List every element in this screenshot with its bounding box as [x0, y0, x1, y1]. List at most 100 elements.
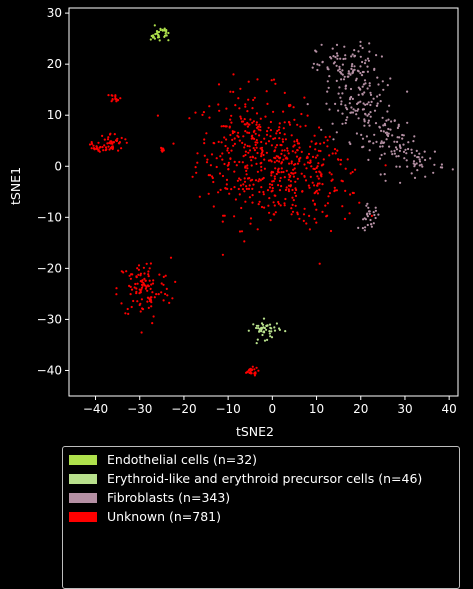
data-point: [348, 102, 351, 105]
data-point: [137, 273, 140, 276]
data-point: [418, 158, 421, 161]
data-point: [234, 104, 237, 107]
data-point: [130, 305, 133, 309]
data-point: [433, 163, 436, 166]
data-point: [145, 262, 148, 265]
data-point: [351, 53, 354, 56]
data-point: [114, 98, 117, 101]
data-point: [153, 24, 156, 27]
data-point: [196, 152, 199, 155]
data-point: [162, 299, 165, 302]
data-point: [255, 112, 259, 115]
data-point: [284, 188, 288, 191]
data-point: [265, 90, 268, 93]
data-point: [284, 197, 287, 201]
data-point: [406, 121, 409, 124]
data-point: [139, 272, 142, 275]
data-point: [144, 287, 147, 290]
x-axis-label: tSNE2: [236, 424, 274, 439]
data-point: [145, 285, 148, 289]
data-point: [282, 127, 285, 130]
data-point: [299, 125, 302, 128]
data-point: [294, 204, 297, 207]
data-point: [361, 60, 364, 64]
data-point: [102, 149, 105, 152]
data-point: [313, 203, 316, 206]
data-point: [259, 129, 262, 132]
data-point: [125, 270, 128, 273]
data-point: [255, 146, 258, 149]
data-point: [364, 218, 367, 221]
data-point: [259, 125, 262, 129]
data-point: [248, 149, 252, 152]
data-point: [253, 137, 256, 140]
data-point: [270, 160, 273, 163]
data-point: [243, 146, 246, 149]
data-point: [246, 177, 250, 180]
data-point: [142, 281, 145, 284]
data-point: [316, 182, 320, 185]
data-point: [402, 143, 405, 146]
data-point: [95, 145, 98, 148]
data-point: [260, 155, 263, 158]
data-point: [287, 104, 291, 107]
data-point: [266, 338, 269, 341]
data-point: [147, 273, 150, 276]
data-point: [413, 154, 416, 157]
data-point: [274, 167, 277, 170]
data-point: [219, 155, 222, 158]
data-point: [232, 73, 235, 76]
data-point: [298, 160, 301, 163]
data-point: [328, 135, 331, 138]
data-point: [250, 137, 253, 140]
data-point: [243, 190, 246, 193]
data-point: [242, 155, 245, 158]
data-point: [312, 62, 315, 65]
data-point: [227, 168, 230, 171]
data-point: [282, 158, 285, 161]
data-point: [410, 148, 413, 151]
data-point: [267, 140, 271, 143]
data-point: [277, 168, 280, 171]
data-point: [148, 299, 152, 303]
data-point: [140, 331, 143, 334]
data-point: [344, 85, 347, 88]
data-point: [260, 322, 264, 325]
data-point: [415, 149, 418, 152]
data-point: [230, 149, 233, 152]
data-point: [335, 64, 338, 67]
data-point: [398, 149, 401, 152]
data-point: [339, 158, 343, 161]
data-point: [396, 140, 399, 143]
data-point: [355, 132, 358, 135]
data-point: [249, 222, 252, 225]
data-point: [341, 180, 344, 183]
data-point: [318, 262, 321, 265]
data-point: [166, 294, 169, 297]
data-point: [242, 183, 245, 186]
data-point: [274, 146, 277, 149]
data-point: [306, 161, 310, 164]
data-point: [303, 207, 306, 210]
data-point: [247, 369, 251, 372]
data-point: [229, 157, 232, 160]
data-point: [255, 123, 258, 126]
data-point: [377, 213, 380, 216]
data-point: [158, 39, 161, 42]
data-point: [267, 204, 270, 207]
data-point: [362, 218, 365, 221]
data-point: [375, 104, 378, 107]
data-point: [367, 158, 370, 161]
data-point: [227, 161, 230, 164]
legend-swatch-fibroblasts: [69, 492, 97, 503]
data-point: [165, 30, 168, 33]
data-point: [380, 55, 383, 58]
data-point: [226, 147, 229, 150]
data-point: [367, 206, 370, 209]
data-point: [300, 112, 303, 116]
data-point: [208, 105, 211, 108]
data-point: [97, 149, 100, 152]
data-point: [151, 36, 155, 39]
data-point: [168, 301, 171, 304]
data-point: [359, 72, 362, 75]
